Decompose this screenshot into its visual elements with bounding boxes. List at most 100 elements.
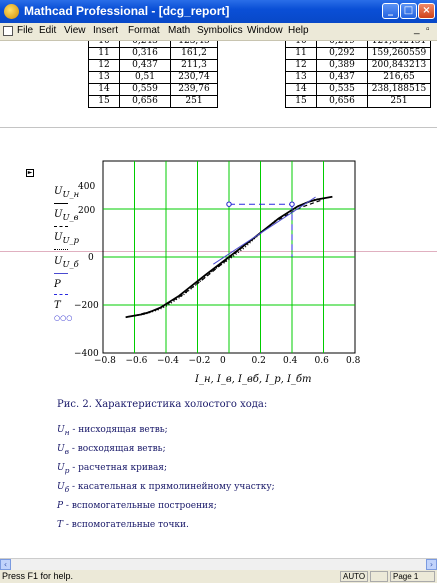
status-bar: Press F1 for help. AUTO Page 1	[0, 570, 437, 583]
legend-symbol: U	[57, 463, 65, 473]
table-left-cell: 251	[170, 95, 218, 108]
table-right-cell: 0,656	[316, 95, 368, 108]
ytick-0: 0	[88, 253, 94, 263]
xtick-label: 0.4	[283, 356, 298, 366]
minimize-button[interactable]: _	[382, 3, 399, 19]
legend-text: - нисходящая ветвь;	[69, 425, 168, 435]
legend-subscript: н	[64, 427, 70, 437]
table-right-cell: 251	[367, 95, 431, 108]
ylabel-up: UU_p	[54, 232, 79, 245]
ylabel-p: P	[54, 279, 61, 290]
table-right-row: 12 0,389 200,843213	[285, 59, 431, 72]
legend-symbol: U	[57, 425, 65, 435]
menu-file[interactable]: File	[17, 25, 34, 36]
menu-format[interactable]: Format	[128, 25, 160, 36]
xtick-label: −0.2	[188, 356, 211, 366]
title-bar: Mathcad Professional - [dcg_report] _ □ …	[0, 0, 437, 23]
doc-minimize-button[interactable]: _	[414, 24, 420, 35]
legend-item: T - вспомогательные точки.	[57, 520, 189, 530]
region-marker[interactable]: ►	[26, 169, 34, 177]
table-right-cell: 200,843213	[367, 59, 431, 72]
doc-restore-button[interactable]: ▫	[426, 24, 430, 35]
xtick-label: 0.6	[314, 356, 329, 366]
scroll-right-button[interactable]: ›	[426, 559, 437, 570]
legend-item: P - вспомогательные построения;	[57, 501, 217, 511]
ylabel-t: T	[54, 300, 61, 311]
table-left-cell: 239,76	[170, 83, 218, 96]
figure-caption: Рис. 2. Характеристика холостого хода:	[57, 399, 268, 410]
legend-line-uv	[54, 226, 68, 228]
legend-symbol: P	[57, 501, 64, 511]
maximize-button[interactable]: □	[400, 3, 417, 19]
window-title: Mathcad Professional - [dcg_report]	[24, 4, 230, 18]
xtick-label: −0.6	[125, 356, 148, 366]
legend-symbol: U	[57, 444, 65, 454]
menu-help[interactable]: Help	[288, 25, 309, 36]
plot-area[interactable]	[0, 41, 437, 558]
table-right-row: 15 0,656 251	[285, 95, 431, 108]
close-button[interactable]: ×	[418, 3, 435, 19]
menu-view[interactable]: View	[64, 25, 86, 36]
aux-point	[289, 201, 295, 207]
legend-subscript: в	[64, 446, 69, 456]
aux-point	[226, 201, 232, 207]
ytick-400: 400	[78, 182, 96, 192]
table-left-row: 13 0,51 230,74	[88, 71, 218, 84]
table-left-cell: 0,656	[119, 95, 171, 108]
table-left-row: 12 0,437 211,3	[88, 59, 218, 72]
scroll-left-button[interactable]: ‹	[0, 559, 11, 570]
ytick-200: 200	[78, 206, 96, 216]
legend-item: Uб - касательная к прямолинейному участк…	[57, 482, 275, 494]
legend-line-un	[54, 203, 68, 204]
legend-symbol: U	[57, 482, 65, 492]
status-pane-blank	[370, 571, 388, 582]
table-left-row: 15 0,656 251	[88, 95, 218, 108]
page-break-line-2	[0, 251, 437, 252]
legend-text: - вспомогательные точки.	[63, 520, 189, 530]
ytick-m200: −200	[74, 301, 99, 311]
legend-symbol: T	[57, 520, 64, 530]
table-left-row: 14 0,559 239,76	[88, 83, 218, 96]
legend-subscript: р	[64, 465, 70, 475]
ylabel-uv: UU_в	[54, 209, 79, 222]
xtick-label: −0.4	[157, 356, 179, 366]
xtick-label: 0.2	[251, 356, 266, 366]
legend-markers-t: ○○○	[54, 314, 73, 322]
menu-math[interactable]: Math	[168, 25, 191, 36]
xtick-label: −0.8	[94, 356, 116, 366]
legend-item: Uр - расчетная кривая;	[57, 463, 167, 475]
ylabel-ub: UU_б	[54, 256, 79, 269]
mathcad-app-icon[interactable]	[4, 4, 19, 19]
status-page: Page 1	[390, 571, 435, 582]
legend-text: - восходящая ветвь;	[68, 444, 166, 454]
menu-symbolics[interactable]: Symbolics	[197, 25, 243, 36]
legend-text: - вспомогательные построения;	[63, 501, 217, 511]
table-right: 10 0,219 121,042451 11 0,292 159,260559 12 0,38…	[285, 41, 431, 108]
ytick-m400: −400	[74, 349, 99, 359]
legend-line-ub	[54, 273, 68, 274]
legend-item: Uн - нисходящая ветвь;	[57, 425, 168, 437]
status-mode: AUTO	[340, 571, 368, 582]
menu-insert[interactable]: Insert	[93, 25, 119, 36]
horizontal-scrollbar[interactable]: ‹ ›	[0, 558, 437, 570]
series-u-в	[125, 196, 333, 318]
legend-text: - касательная к прямолинейному участку;	[69, 482, 275, 492]
menu-window[interactable]: Window	[247, 25, 283, 36]
table-left: 10 0,243 123,45 11 0,316 161,2 12 0,437 211,3 13 0…	[88, 41, 218, 108]
worksheet[interactable]: 10 0,243 123,45 11 0,316 161,2 12 0,437 211,3 13 0…	[0, 41, 437, 558]
xtick-label: 0.8	[346, 356, 361, 366]
status-help-text: Press F1 for help.	[2, 571, 74, 581]
legend-subscript: б	[64, 484, 70, 494]
xtick-label: 0	[220, 356, 226, 366]
ylabel-un: UU_н	[54, 186, 80, 199]
legend-text: - расчетная кривая;	[69, 463, 168, 473]
x-axis-label: I_н, I_в, I_вб, I_p, I_бт	[195, 374, 312, 385]
legend-line-up	[54, 249, 68, 251]
menu-bar: File Edit View Insert Format Math Symbol…	[0, 23, 437, 41]
legend-item: Uв - восходящая ветвь;	[57, 444, 166, 456]
legend-line-p	[54, 294, 68, 296]
document-icon[interactable]	[3, 26, 13, 36]
page-break-line	[0, 127, 437, 128]
series-u-б	[213, 196, 316, 265]
menu-edit[interactable]: Edit	[39, 25, 57, 36]
